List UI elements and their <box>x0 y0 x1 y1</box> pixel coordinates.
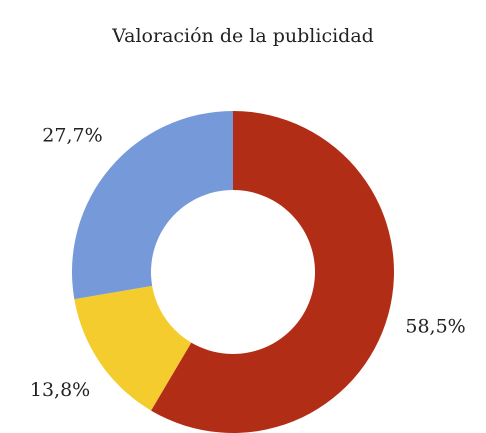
data-label: 58,5% <box>405 315 465 337</box>
chart-title: Valoración de la publicidad <box>111 25 374 47</box>
donut-slice <box>72 111 233 300</box>
donut-slice <box>151 111 394 433</box>
data-label: 13,8% <box>30 379 90 401</box>
donut-slice <box>74 285 192 411</box>
data-label: 27,7% <box>42 125 102 147</box>
